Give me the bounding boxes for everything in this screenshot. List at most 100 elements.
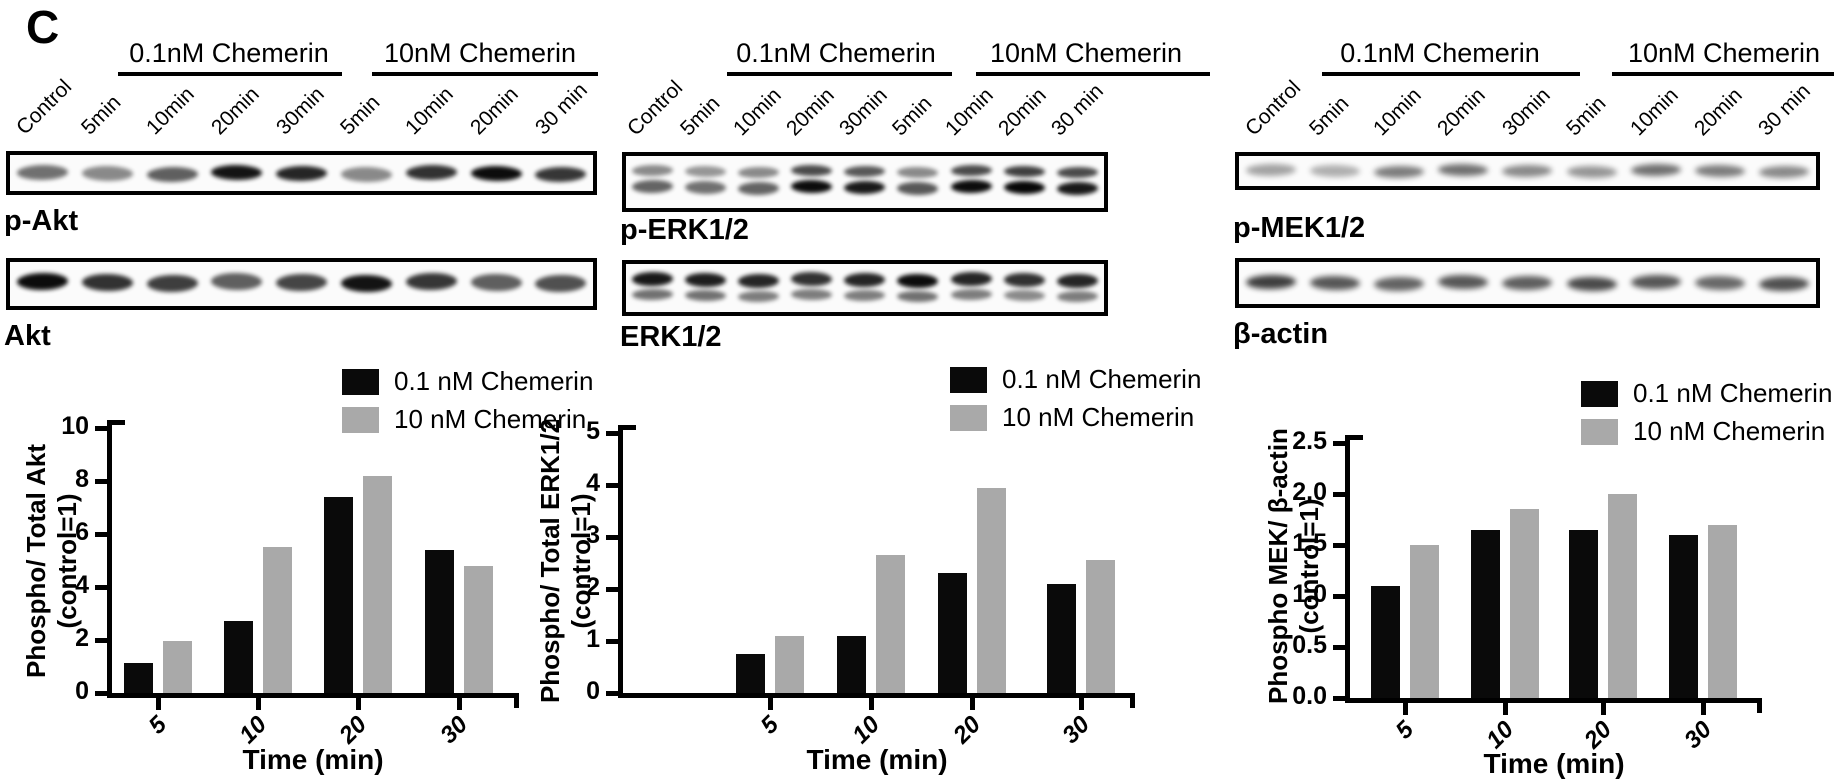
blot-band	[1438, 163, 1489, 177]
y-tick	[1333, 594, 1345, 599]
x-tick	[1601, 703, 1606, 715]
y-axis-title-line: Phospho MEK/ β-actin	[1263, 428, 1293, 704]
blot-band	[791, 164, 833, 177]
legend-label: 0.1 nM Chemerin	[394, 366, 594, 396]
y-tick	[95, 691, 107, 696]
blot-band	[405, 272, 457, 291]
blot-band	[16, 272, 68, 291]
y-tick	[1333, 696, 1345, 701]
x-tick	[869, 698, 874, 710]
blot-band	[844, 180, 886, 195]
blot-band	[737, 166, 780, 179]
bar-series-0	[736, 654, 765, 693]
blot-band	[535, 166, 586, 182]
y-tick-label: 1	[586, 625, 600, 653]
bar-series-1	[876, 555, 905, 693]
group-underline	[118, 72, 342, 76]
bar-series-0	[1371, 585, 1400, 698]
x-axis-title: Time (min)	[806, 744, 948, 775]
bar-series-1	[1086, 560, 1115, 693]
bar-series-1	[363, 475, 392, 693]
lane-label: 5min	[336, 90, 385, 140]
x-tick	[1079, 698, 1084, 710]
y-axis	[1345, 435, 1350, 703]
legend-row: 0.1 nM Chemerin	[950, 364, 1201, 395]
x-tick-label: 30	[1057, 711, 1096, 749]
bar-series-1	[1510, 509, 1539, 698]
legend-swatch	[342, 406, 379, 433]
y-tick-label: 4	[586, 469, 600, 497]
lane-label: 30min	[835, 83, 892, 141]
blot-band	[897, 166, 939, 179]
lane-label: 30min	[1497, 83, 1555, 141]
x-axis-title: Time (min)	[1483, 748, 1625, 779]
blot-band	[81, 273, 133, 292]
blot-label: ERK1/2	[620, 321, 722, 353]
blot-band	[1758, 165, 1810, 179]
legend-row: 10 nM Chemerin	[1581, 416, 1825, 447]
y-tick-label: 10	[61, 412, 89, 440]
blot-band	[1310, 164, 1361, 178]
y-tick	[95, 532, 107, 537]
x-tick	[457, 698, 462, 710]
blot-band	[81, 165, 133, 181]
blot-band	[1245, 163, 1297, 177]
lane-label: Control	[12, 75, 77, 140]
y-tick	[606, 639, 618, 644]
y-tick	[1333, 441, 1345, 446]
blot-band	[1003, 165, 1046, 178]
blot-box--actin	[1235, 258, 1820, 308]
blot-band	[1056, 166, 1099, 179]
blot-band	[1502, 275, 1553, 291]
group-underline	[372, 72, 598, 76]
bar-series-0	[1669, 534, 1698, 698]
group-header: 0.1nM Chemerin	[1340, 38, 1540, 68]
y-tick	[606, 431, 618, 436]
lane-label: 20min	[994, 83, 1052, 141]
blot-band	[791, 271, 833, 287]
y-tick-label: 2.5	[1292, 427, 1327, 455]
y-tick-label: 8	[75, 465, 89, 493]
blot-band	[844, 289, 886, 302]
blot-band	[1056, 181, 1099, 196]
blot-band	[950, 288, 993, 301]
x-axis	[618, 693, 1135, 698]
x-tick	[156, 698, 161, 710]
lane-label: 30min	[271, 82, 329, 140]
y-axis-top-cap	[623, 425, 636, 430]
blot-band	[737, 273, 780, 289]
blot-band	[631, 271, 674, 287]
blot-band	[737, 290, 780, 303]
y-tick-label: 6	[75, 518, 89, 546]
legend-label: 0.1 nM Chemerin	[1633, 378, 1833, 408]
blot-band	[844, 272, 886, 288]
lane-label: 10min	[941, 83, 998, 141]
legend-label: 0.1 nM Chemerin	[1002, 364, 1202, 394]
bar-series-1	[1608, 494, 1637, 698]
blot-label: p-MEK1/2	[1233, 212, 1366, 244]
blot-band	[276, 165, 327, 181]
bar-series-1	[775, 635, 804, 693]
panel-letter: C	[26, 1, 60, 53]
y-axis-title-line: Phospho/ Total Akt	[21, 444, 51, 678]
blot-band	[897, 290, 939, 303]
lane-label: Control	[622, 76, 687, 141]
x-axis	[107, 693, 519, 698]
blot-band	[897, 273, 939, 289]
y-tick-label: 1.0	[1292, 580, 1327, 608]
y-axis-title-line: Phospho/ Total ERK1/2	[535, 418, 565, 704]
blot-band	[1566, 165, 1617, 179]
lane-label: 20min	[781, 83, 839, 141]
y-tick	[1333, 492, 1345, 497]
lane-label: 20min	[1689, 83, 1747, 141]
y-tick-label: 0.0	[1292, 682, 1327, 710]
blot-band	[1056, 290, 1099, 303]
legend-label: 10 nM Chemerin	[1633, 416, 1826, 446]
y-tick	[1333, 645, 1345, 650]
legend-label: 10 nM Chemerin	[394, 404, 587, 434]
bar-series-1	[1708, 524, 1737, 698]
lane-label: 5min	[1305, 91, 1354, 141]
blot-band	[470, 273, 522, 292]
legend-row: 0.1 nM Chemerin	[342, 366, 593, 397]
y-tick	[606, 587, 618, 592]
